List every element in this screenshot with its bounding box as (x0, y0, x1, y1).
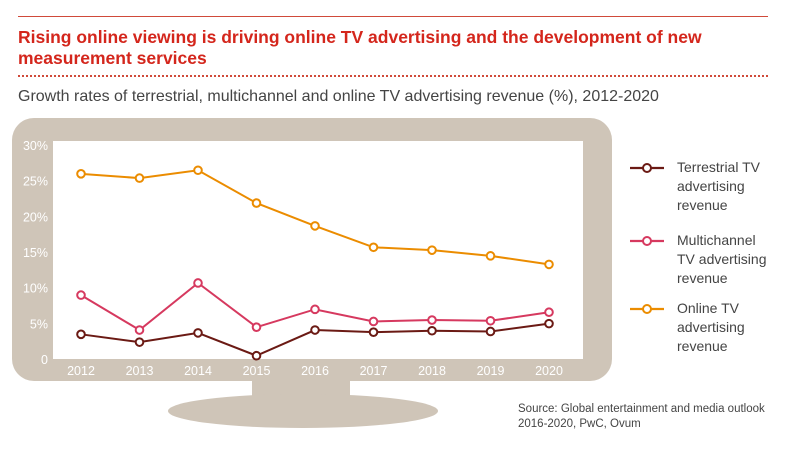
x-tick-label: 2019 (477, 364, 505, 378)
data-point-terrestrial (485, 326, 496, 337)
data-point-multichannel (368, 316, 379, 327)
legend-marker-multichannel (630, 236, 664, 246)
y-tick-label: 20% (23, 210, 48, 224)
data-point-online (310, 221, 320, 231)
legend-marker-online (630, 304, 664, 314)
data-point-online (251, 198, 262, 208)
data-point-multichannel (427, 315, 437, 325)
data-point-multichannel (251, 322, 262, 332)
data-point-online (485, 251, 496, 261)
x-tick-label: 2012 (67, 364, 95, 378)
x-tick-label: 2016 (301, 364, 329, 378)
y-tick-label: 30% (23, 139, 48, 153)
data-point-terrestrial (134, 337, 145, 347)
data-point-multichannel (193, 278, 203, 288)
tv-stand-base (168, 394, 438, 428)
y-tick-label: 10% (23, 282, 48, 296)
x-tick-label: 2013 (126, 364, 154, 378)
data-point-terrestrial (251, 350, 262, 361)
data-point-multichannel (544, 307, 554, 318)
y-tick-label: 5% (30, 317, 48, 331)
legend-marker-terrestrial (630, 163, 664, 173)
data-point-online (544, 259, 554, 270)
data-point-online (76, 169, 86, 179)
data-point-online (427, 245, 437, 255)
data-point-multichannel (76, 290, 86, 300)
y-tick-label: 0 (41, 353, 48, 367)
data-point-terrestrial (76, 329, 86, 340)
data-point-terrestrial (310, 325, 320, 335)
x-tick-label: 2017 (360, 364, 388, 378)
data-point-online (193, 165, 203, 176)
data-point-online (134, 173, 145, 183)
y-tick-label: 25% (23, 175, 48, 189)
data-point-multichannel (485, 315, 496, 326)
legend-label-terrestrial: Terrestrial TV advertising revenue (677, 159, 760, 213)
title-rule (18, 16, 768, 17)
x-tick-label: 2014 (184, 364, 212, 378)
chart-title: Rising online viewing is driving online … (18, 27, 702, 68)
title-dotted-rule (18, 75, 768, 77)
data-point-multichannel (310, 304, 320, 315)
data-point-online (368, 242, 379, 253)
y-tick-label: 15% (23, 246, 48, 260)
data-point-terrestrial (368, 327, 379, 337)
x-tick-label: 2020 (535, 364, 563, 378)
x-axis-ticks: 2012 2013 2014 2015 2016 2017 2018 2019 2020 (67, 364, 563, 378)
chart-subtitle: Growth rates of terrestrial, multichanne… (18, 88, 659, 105)
y-axis-ticks: 0 5% 10% 15% 20% 25% 30% (23, 139, 48, 367)
data-point-multichannel (134, 325, 145, 335)
x-tick-label: 2015 (243, 364, 271, 378)
legend-label-multichannel: Multichannel TV advertising revenue (677, 232, 767, 286)
x-tick-label: 2018 (418, 364, 446, 378)
data-point-terrestrial (427, 325, 437, 336)
data-point-terrestrial (544, 318, 554, 329)
source-note: Source: Global entertainment and media o… (518, 403, 765, 430)
legend-label-online: Online TV advertising revenue (677, 300, 745, 354)
series-lines (76, 165, 554, 361)
data-point-terrestrial (193, 328, 203, 338)
